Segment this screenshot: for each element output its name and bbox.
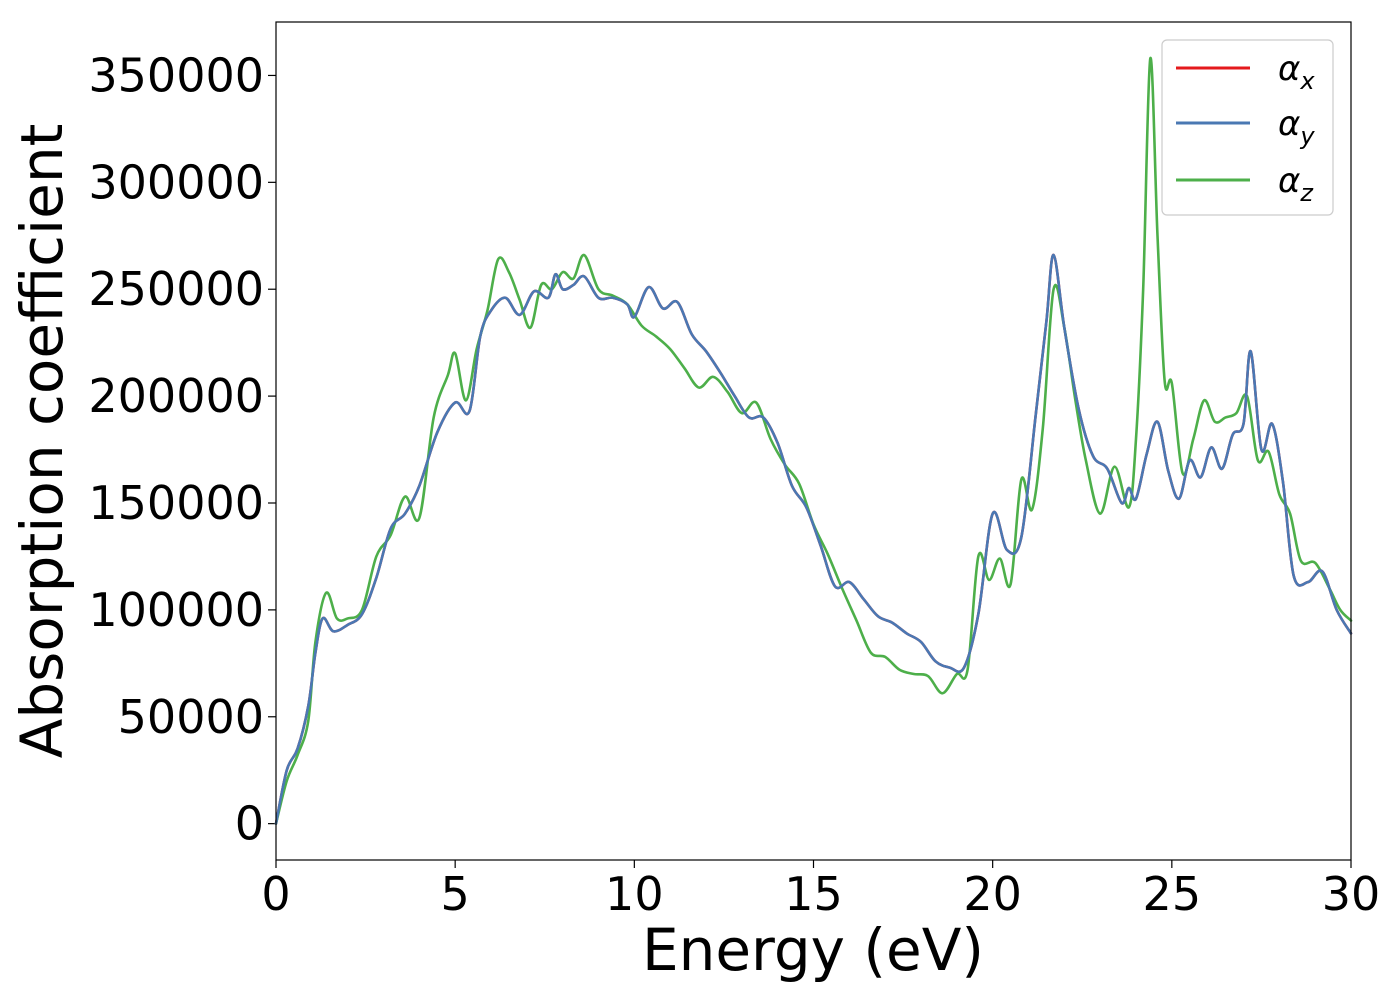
y-tick-label: 250000 [88, 262, 264, 316]
plot-frame [275, 21, 1352, 861]
x-tick-label: 20 [963, 867, 1022, 921]
y-tick-label: 150000 [88, 476, 264, 530]
x-tick-label: 15 [784, 867, 843, 921]
x-tick-label: 10 [605, 867, 664, 921]
legend-label-x: αx [1278, 49, 1315, 95]
y-tick-label: 100000 [88, 583, 264, 637]
x-tick-label: 0 [261, 867, 290, 921]
y-axis-label: Absorption coefficient [8, 124, 76, 759]
legend-label-y: αy [1278, 104, 1315, 150]
y-tick-label: 300000 [88, 155, 264, 209]
y-tick-label: 50000 [118, 690, 264, 744]
series-line-alpha-z [274, 57, 1353, 825]
x-tick-label: 30 [1322, 867, 1381, 921]
y-tick-label: 350000 [88, 48, 264, 102]
y-tick-label: 0 [235, 797, 264, 851]
series-line-alpha-y [274, 253, 1353, 825]
series-line-alpha-x [274, 253, 1353, 825]
x-tick-label: 5 [441, 867, 470, 921]
y-tick-label: 200000 [88, 369, 264, 423]
legend-entry-z: αz [1176, 161, 1314, 207]
x-tick-label: 25 [1143, 867, 1202, 921]
x-axis-label: Energy (eV) [642, 916, 984, 984]
legend-label-z: αz [1278, 161, 1314, 207]
series-layer [274, 57, 1353, 825]
legend-entry-y: αy [1176, 104, 1315, 150]
legend-entry-x: αx [1176, 49, 1315, 95]
legend-box [1161, 39, 1334, 216]
legend: αx αy αz [1161, 39, 1334, 216]
ticks-layer: 0 5 10 15 20 25 30 0 50000 100000 150000 200000 2500… [88, 48, 1380, 921]
